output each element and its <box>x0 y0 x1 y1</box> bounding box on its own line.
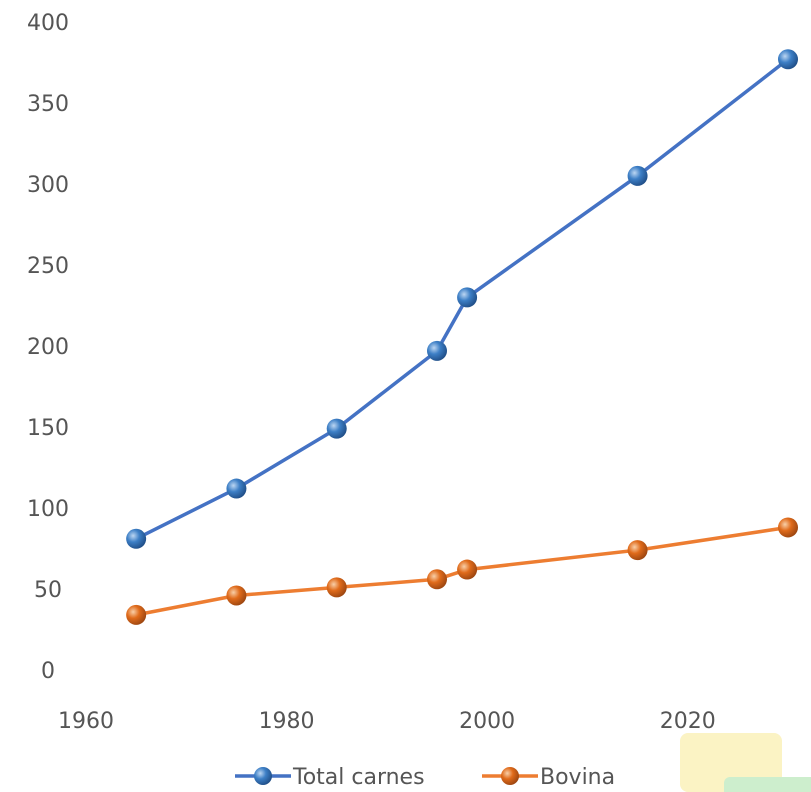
series-0 <box>126 49 798 549</box>
data-point <box>627 540 648 561</box>
y-tick-label: 0 <box>41 659 55 684</box>
data-point <box>427 569 447 590</box>
legend: Total carnes Bovina <box>235 765 615 790</box>
decorative-highlight <box>724 777 811 792</box>
y-tick-label: 400 <box>27 11 69 36</box>
x-tick-label: 1980 <box>259 709 315 734</box>
data-point <box>427 340 447 361</box>
legend-label: Total carnes <box>292 765 425 790</box>
data-point <box>226 478 247 499</box>
x-tick-label: 2000 <box>459 709 515 734</box>
legend-item: Bovina <box>482 765 615 790</box>
y-tick-label: 250 <box>27 254 69 279</box>
y-tick-label: 350 <box>27 92 69 117</box>
legend-marker <box>501 767 519 785</box>
legend-item: Total carnes <box>235 765 425 790</box>
x-tick-label: 1960 <box>58 709 114 734</box>
series-1 <box>126 517 798 625</box>
data-point <box>226 585 247 606</box>
x-tick-label: 2020 <box>660 709 716 734</box>
y-tick-label: 100 <box>27 497 69 522</box>
data-point <box>126 604 147 625</box>
y-axis: 0 50 100 150 200 250 300 350 400 <box>27 11 69 684</box>
y-tick-label: 50 <box>34 578 62 603</box>
legend-marker <box>254 767 272 785</box>
data-point <box>457 287 478 308</box>
data-point <box>778 49 798 70</box>
data-point <box>126 528 147 549</box>
data-point <box>326 418 347 439</box>
data-point <box>627 165 648 186</box>
y-tick-label: 200 <box>27 335 69 360</box>
legend-label: Bovina <box>540 765 615 790</box>
data-point <box>778 517 798 538</box>
x-axis: 1960 1980 2000 2020 <box>58 709 716 734</box>
y-tick-label: 150 <box>27 416 69 441</box>
data-point <box>457 559 478 580</box>
plot-area <box>126 49 798 625</box>
y-tick-label: 300 <box>27 173 69 198</box>
data-point <box>326 577 347 598</box>
